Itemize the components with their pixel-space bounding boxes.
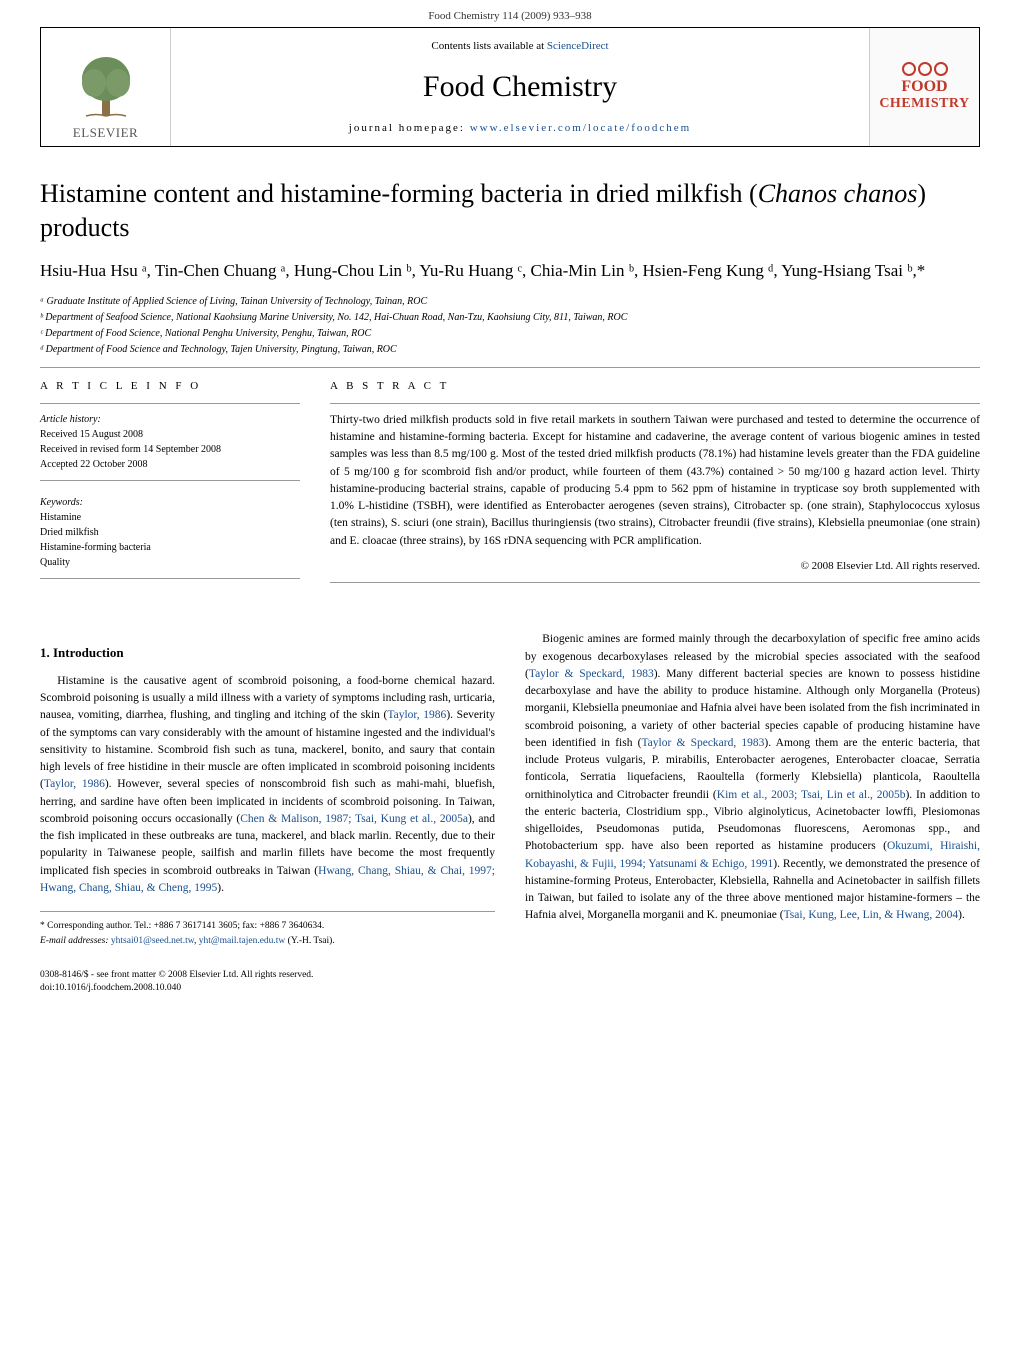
cover-food-text: FOOD xyxy=(901,78,947,96)
article-front-matter: Histamine content and histamine-forming … xyxy=(0,147,1020,621)
running-header: Food Chemistry 114 (2009) 933–938 xyxy=(0,0,1020,27)
affiliation: ᵈ Department of Food Science and Technol… xyxy=(40,342,980,357)
history-item: Accepted 22 October 2008 xyxy=(40,457,300,472)
email-link[interactable]: yhtsai01@seed.net.tw xyxy=(111,936,194,946)
journal-homepage-link[interactable]: www.elsevier.com/locate/foodchem xyxy=(470,122,692,134)
title-text-1: Histamine content and histamine-forming … xyxy=(40,179,758,208)
keyword: Histamine-forming bacteria xyxy=(40,540,300,555)
affiliation: ᶜ Department of Food Science, National P… xyxy=(40,326,980,341)
cover-circle-icon xyxy=(902,62,916,76)
divider xyxy=(40,480,300,481)
divider xyxy=(330,403,980,404)
contents-available-line: Contents lists available at ScienceDirec… xyxy=(431,40,608,52)
abstract-text: Thirty-two dried milkfish products sold … xyxy=(330,412,980,550)
keyword: Dried milkfish xyxy=(40,525,300,540)
divider xyxy=(330,582,980,583)
article-body: 1. Introduction Histamine is the causati… xyxy=(0,621,1020,960)
affiliation: ᵃ Graduate Institute of Applied Science … xyxy=(40,294,980,309)
article-history-label: Article history: xyxy=(40,412,300,427)
author-list: Hsiu-Hua Hsu ᵃ, Tin-Chen Chuang ᵃ, Hung-… xyxy=(40,259,980,283)
affiliation: ᵇ Department of Seafood Science, Nationa… xyxy=(40,310,980,325)
publisher-logo-box: ELSEVIER xyxy=(41,28,171,146)
divider xyxy=(40,403,300,404)
doi-line: doi:10.1016/j.foodchem.2008.10.040 xyxy=(40,982,980,995)
sciencedirect-link[interactable]: ScienceDirect xyxy=(547,40,609,52)
corresponding-author-note: * Corresponding author. Tel.: +886 7 361… xyxy=(40,920,495,933)
abstract-column: A B S T R A C T Thirty-two dried milkfis… xyxy=(330,378,980,591)
cover-circle-icon xyxy=(934,62,948,76)
banner-center: Contents lists available at ScienceDirec… xyxy=(171,28,869,146)
citation-link[interactable]: Taylor & Speckard, 1983 xyxy=(529,668,654,680)
homepage-line: journal homepage: www.elsevier.com/locat… xyxy=(349,122,691,134)
journal-banner: ELSEVIER Contents lists available at Sci… xyxy=(40,27,980,147)
citation-link[interactable]: Taylor & Speckard, 1983 xyxy=(641,737,764,749)
body-column-right: Biogenic amines are formed mainly throug… xyxy=(525,631,980,950)
article-title: Histamine content and histamine-forming … xyxy=(40,177,980,245)
abstract-copyright: © 2008 Elsevier Ltd. All rights reserved… xyxy=(330,558,980,575)
citation-link[interactable]: Taylor, 1986 xyxy=(387,709,446,721)
elsevier-tree-icon xyxy=(76,51,136,121)
citation-link[interactable]: Chen & Malison, 1987; Tsai, Kung et al.,… xyxy=(240,813,468,825)
affiliations: ᵃ Graduate Institute of Applied Science … xyxy=(40,294,980,357)
body-text: ). xyxy=(958,909,965,921)
contents-prefix: Contents lists available at xyxy=(431,40,546,52)
journal-cover-box: FOOD CHEMISTRY xyxy=(869,28,979,146)
body-text: ). xyxy=(217,882,224,894)
email-suffix: (Y.-H. Tsai). xyxy=(285,936,334,946)
article-info-column: A R T I C L E I N F O Article history: R… xyxy=(40,378,300,591)
body-paragraph: Biogenic amines are formed mainly throug… xyxy=(525,631,980,924)
publisher-name: ELSEVIER xyxy=(73,125,138,141)
front-matter-line: 0308-8146/$ - see front matter © 2008 El… xyxy=(40,969,980,982)
doi-block: 0308-8146/$ - see front matter © 2008 El… xyxy=(0,961,1020,1016)
history-item: Received 15 August 2008 xyxy=(40,427,300,442)
email-link[interactable]: yht@mail.tajen.edu.tw xyxy=(199,936,286,946)
keywords-label: Keywords: xyxy=(40,495,300,510)
title-species: Chanos chanos xyxy=(758,179,918,208)
citation-link[interactable]: Tsai, Kung, Lee, Lin, & Hwang, 2004 xyxy=(784,909,959,921)
email-label: E-mail addresses: xyxy=(40,936,111,946)
citation-link[interactable]: Taylor, 1986 xyxy=(44,778,105,790)
food-cover-icons xyxy=(902,62,948,76)
abstract-heading: A B S T R A C T xyxy=(330,378,980,395)
article-info-heading: A R T I C L E I N F O xyxy=(40,378,300,395)
journal-title: Food Chemistry xyxy=(423,70,617,104)
email-line: E-mail addresses: yhtsai01@seed.net.tw, … xyxy=(40,935,495,948)
history-item: Received in revised form 14 September 20… xyxy=(40,442,300,457)
keyword: Histamine xyxy=(40,510,300,525)
divider xyxy=(40,578,300,579)
divider xyxy=(40,367,980,368)
introduction-heading: 1. Introduction xyxy=(40,643,495,663)
footnotes: * Corresponding author. Tel.: +886 7 361… xyxy=(40,911,495,949)
body-paragraph: Histamine is the causative agent of scom… xyxy=(40,673,495,897)
cover-circle-icon xyxy=(918,62,932,76)
body-column-left: 1. Introduction Histamine is the causati… xyxy=(40,631,495,950)
article-info-abstract-row: A R T I C L E I N F O Article history: R… xyxy=(40,378,980,591)
cover-chemistry-text: CHEMISTRY xyxy=(879,96,969,112)
keyword: Quality xyxy=(40,555,300,570)
citation-link[interactable]: Kim et al., 2003; Tsai, Lin et al., 2005… xyxy=(717,789,906,801)
homepage-prefix: journal homepage: xyxy=(349,122,470,134)
